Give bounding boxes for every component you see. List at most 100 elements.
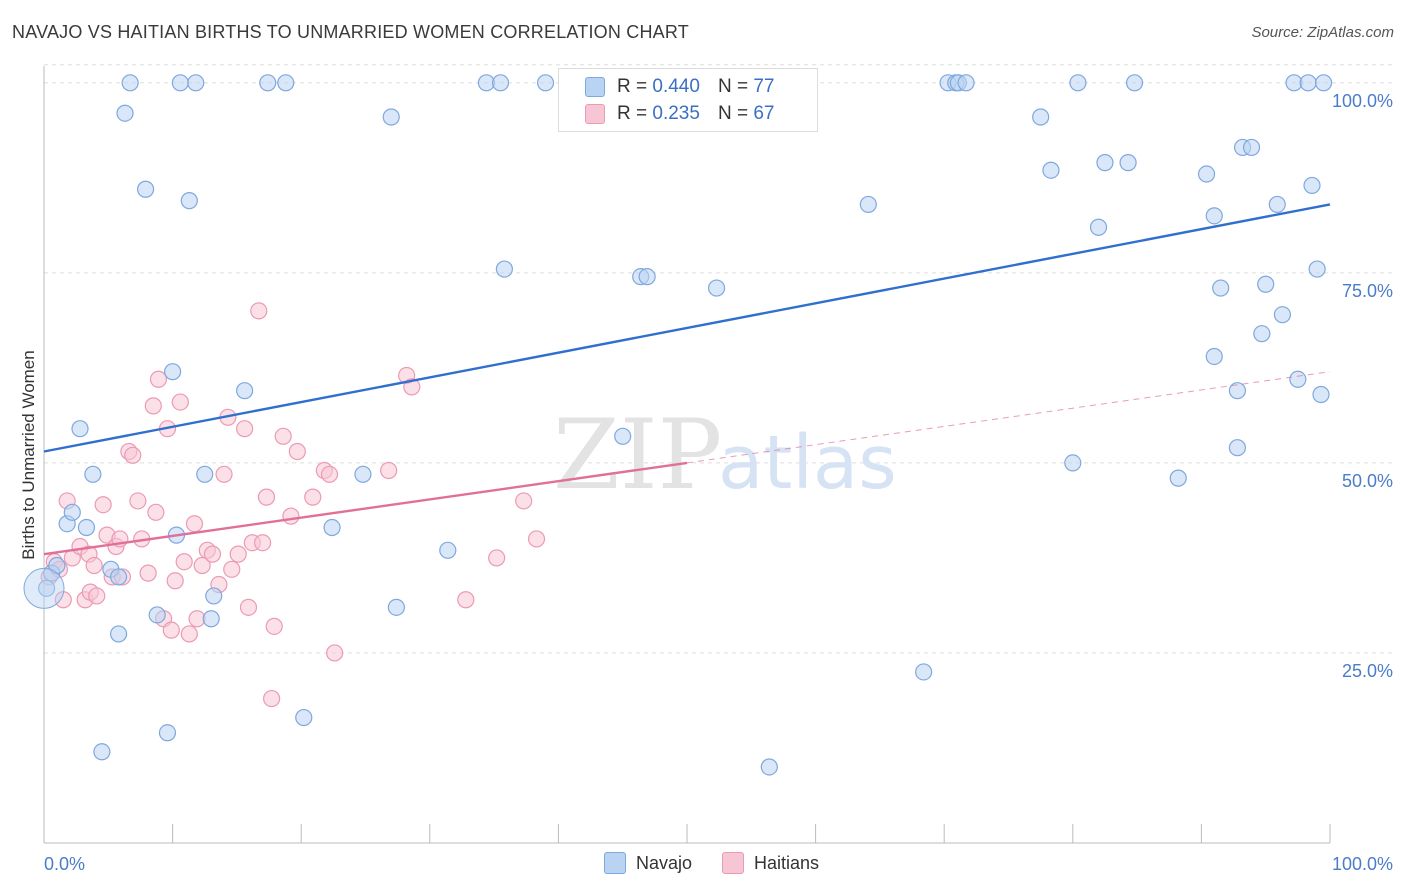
haitians-point (147, 503, 165, 521)
navajo-n-label: N = (717, 76, 749, 97)
haitians-point (223, 560, 241, 578)
navajo-point (277, 74, 295, 92)
y-axis-label: Births to Unmarried Women (19, 350, 38, 559)
navajo-point (202, 610, 220, 628)
haitians-points (40, 302, 546, 708)
haitians-point (180, 625, 198, 643)
navajo-point (109, 625, 128, 643)
haitians-point (257, 488, 276, 506)
navajo-point (638, 268, 656, 286)
navajo-point (323, 518, 341, 537)
navajo-point (84, 465, 102, 483)
navajo-point (1257, 275, 1275, 293)
haitians-n-label: N = (717, 103, 749, 124)
navajo-point (957, 74, 975, 92)
legend-row-haitians: R = 0.235 N = 67 (585, 101, 774, 127)
navajo-point (536, 74, 555, 92)
haitians-point (288, 442, 306, 461)
navajo-point (71, 420, 89, 438)
navajo-point (1069, 74, 1087, 92)
watermark-atlas: atlas (718, 420, 897, 506)
navajo-point (859, 195, 877, 214)
y-tick-label: 25.0% (1342, 661, 1393, 681)
haitians-swatch (585, 104, 605, 124)
navajo-point (1289, 370, 1307, 388)
navajo-point (1205, 347, 1223, 366)
navajo-point (180, 192, 198, 210)
legend-item-haitians[interactable]: Haitians (722, 852, 819, 874)
navajo-point (63, 503, 81, 521)
haitians-point (139, 564, 157, 582)
navajo-swatch (585, 77, 605, 97)
haitians-point (149, 370, 168, 388)
haitians-legend-label: Haitians (754, 852, 820, 873)
navajo-point (171, 74, 189, 92)
haitians-point (175, 553, 193, 571)
navajo-point (495, 260, 513, 278)
navajo-point (205, 587, 223, 605)
navajo-point (148, 606, 166, 624)
haitians-point (515, 492, 533, 510)
haitians-point (488, 549, 506, 567)
tick-labels: 25.0% 50.0% 75.0% 100.0% 0.0% 100.0% (44, 91, 1393, 874)
haitians-point (239, 598, 258, 616)
navajo-point (121, 74, 139, 92)
haitians-point (403, 378, 421, 396)
navajo-point (1064, 454, 1082, 472)
haitians-point (274, 427, 292, 445)
navajo-point (1308, 260, 1326, 278)
haitians-trend-line (43, 461, 688, 556)
navajo-point (707, 279, 726, 297)
navajo-point (1242, 138, 1261, 157)
trend-lines (43, 203, 1331, 556)
navajo-legend-swatch (604, 852, 626, 874)
haitians-point (193, 556, 211, 575)
navajo-point (614, 427, 632, 445)
haitians-point (88, 587, 106, 605)
y-tick-label: 50.0% (1342, 471, 1393, 491)
navajo-point (1042, 161, 1060, 179)
haitians-point (171, 393, 189, 411)
haitians-r-value: 0.235 (652, 103, 700, 124)
navajo-point (1273, 306, 1292, 324)
navajo-point (1205, 207, 1223, 225)
haitians-n-value: 67 (753, 103, 775, 124)
haitians-point (229, 545, 247, 563)
legend-item-navajo[interactable]: Navajo (604, 852, 692, 874)
x-tick-label-max: 100.0% (1332, 854, 1393, 874)
watermark: ZIP atlas (553, 399, 897, 511)
navajo-point (136, 180, 155, 198)
haitians-point (265, 617, 283, 635)
haitians-point (320, 465, 339, 483)
haitians-point (166, 572, 184, 590)
y-tick-label: 75.0% (1342, 281, 1393, 301)
navajo-point (382, 108, 400, 126)
navajo-trend-line (43, 203, 1331, 453)
haitians-point (326, 644, 344, 662)
y-tick-label: 100.0% (1332, 91, 1393, 111)
navajo-point (1314, 74, 1333, 92)
navajo-point (387, 598, 405, 616)
navajo-point (187, 74, 205, 92)
haitians-point (527, 530, 546, 548)
navajo-point (1089, 218, 1108, 236)
navajo-point (1228, 439, 1247, 457)
chart-title: NAVAJO VS HAITIAN BIRTHS TO UNMARRIED WO… (12, 22, 689, 42)
navajo-point (1096, 154, 1114, 172)
haitians-point (457, 591, 475, 609)
haitians-trend-extension (686, 371, 1331, 464)
haitians-point (85, 556, 103, 575)
navajo-point (1303, 176, 1321, 195)
navajo-point (1212, 279, 1230, 297)
haitians-point (215, 465, 233, 483)
navajo-point (1032, 108, 1050, 126)
haitians-point (185, 515, 204, 533)
haitians-point (124, 446, 142, 464)
navajo-point (439, 541, 457, 559)
series-legend: Navajo Haitians (604, 852, 849, 874)
haitians-point (144, 397, 162, 415)
haitians-point (250, 302, 268, 320)
navajo-point (236, 382, 254, 400)
haitians-point (129, 492, 147, 510)
